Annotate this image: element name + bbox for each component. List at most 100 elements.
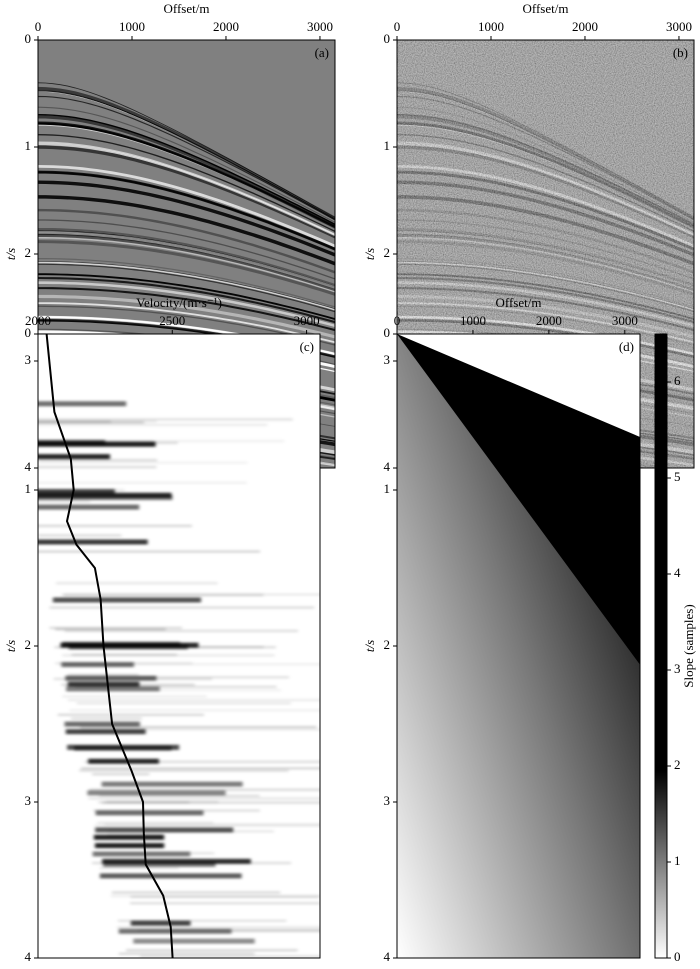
reflector [38, 134, 335, 233]
colorbar-tick-label: 5 [674, 469, 681, 484]
band [89, 788, 320, 792]
band [92, 861, 292, 865]
x-tick-label: 3000 [307, 19, 333, 34]
band [62, 654, 275, 657]
x-axis-label: Offset/m [496, 295, 542, 310]
x-tick-label: 0 [394, 19, 401, 34]
y-axis-label: t/s [3, 640, 18, 652]
band [38, 458, 158, 462]
y-tick-label: 4 [25, 949, 32, 964]
x-tick-label: 3000 [612, 313, 638, 328]
band [65, 675, 157, 681]
band [101, 781, 243, 787]
band [67, 743, 180, 747]
band [66, 686, 160, 692]
panel-label: (b) [673, 45, 688, 60]
band [80, 728, 320, 731]
band [64, 721, 140, 727]
band [38, 481, 247, 485]
band [38, 489, 115, 495]
x-tick-label: 1000 [478, 19, 504, 34]
band [84, 760, 320, 764]
band [38, 418, 293, 421]
band [64, 629, 299, 633]
y-axis-label: t/s [3, 248, 18, 260]
reflector [38, 281, 335, 328]
band [117, 926, 320, 929]
band [61, 662, 134, 668]
band [63, 593, 264, 597]
x-tick-label: 1000 [119, 19, 145, 34]
band [97, 821, 214, 825]
band [93, 834, 165, 840]
band [102, 858, 251, 864]
band [38, 461, 248, 464]
y-tick-label: 3 [25, 793, 32, 808]
band [66, 676, 290, 679]
reflector [38, 294, 335, 339]
semblance [38, 401, 320, 958]
y-tick-label: 2 [25, 637, 32, 652]
band [111, 891, 281, 894]
x-tick-label: 3000 [294, 313, 320, 328]
band [95, 827, 234, 833]
x-tick-label: 1000 [460, 313, 486, 328]
reflector [38, 230, 335, 288]
y-tick-label: 3 [384, 793, 391, 808]
x-tick-label: 3000 [666, 19, 692, 34]
band [130, 920, 191, 926]
reflector [38, 287, 335, 332]
band [38, 401, 127, 407]
reflector [38, 95, 335, 221]
x-tick-label: 2000 [536, 313, 562, 328]
x-tick-label: 2500 [159, 313, 185, 328]
velocity-curve [45, 334, 174, 958]
wedge [397, 334, 640, 665]
band [130, 895, 319, 899]
band [104, 823, 320, 826]
band [102, 801, 320, 804]
band [65, 729, 146, 735]
y-tick-label: 1 [25, 481, 32, 496]
y-tick-label: 0 [384, 31, 391, 46]
reflector [38, 276, 335, 324]
band [65, 688, 282, 692]
reflector [38, 302, 335, 344]
reflector [38, 170, 335, 251]
band [57, 713, 205, 717]
panel: 0 1 2 3 4 5 6 Slope (samples) 0 1000 2000 3000 0 1 2 3 4… [362, 295, 696, 964]
band [38, 495, 173, 501]
band [74, 685, 277, 689]
x-axis-label: Offset/m [164, 1, 210, 16]
reflector [38, 263, 335, 312]
band [38, 465, 157, 469]
x-tick-label: 2000 [572, 19, 598, 34]
y-tick-label: 3 [25, 352, 32, 367]
reflector [38, 227, 335, 287]
colorbar-tick-label: 2 [674, 757, 681, 772]
reflector [38, 261, 335, 312]
band [126, 949, 298, 952]
band [38, 500, 91, 503]
band [76, 701, 291, 705]
panel-label: (d) [619, 339, 634, 354]
band [38, 439, 285, 443]
y-tick-label: 4 [25, 459, 32, 474]
x-axis-label: Offset/m [523, 1, 569, 16]
band [38, 423, 268, 427]
reflector [38, 143, 335, 237]
reflector [38, 234, 335, 292]
band [56, 581, 218, 585]
y-tick-label: 2 [384, 245, 391, 260]
y-axis-label: t/s [362, 640, 377, 652]
band [81, 767, 320, 770]
band [88, 797, 320, 800]
band [38, 420, 111, 423]
reflector [38, 195, 335, 266]
band [38, 488, 125, 492]
band [38, 534, 122, 537]
y-tick-label: 0 [384, 325, 391, 340]
y-axis-label: t/s [362, 248, 377, 260]
reflector [38, 240, 335, 296]
